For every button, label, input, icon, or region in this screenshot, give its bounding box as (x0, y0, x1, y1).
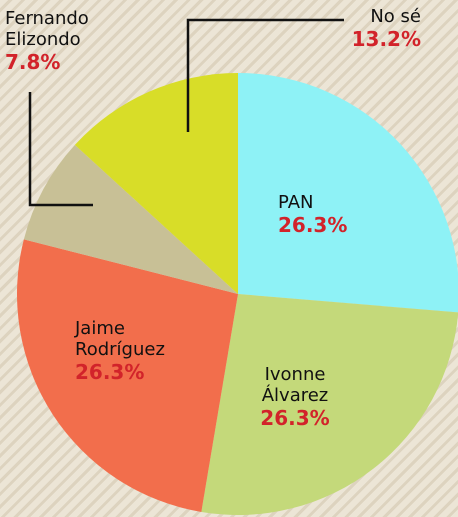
value-label: 26.3% (278, 213, 348, 237)
category-name: Ivonne Álvarez (261, 364, 329, 406)
pie-slice (74, 73, 239, 294)
value-label: 26.3% (260, 406, 330, 430)
value-label: 7.8% (5, 50, 61, 74)
category-name: PAN (278, 192, 314, 213)
pie-slice (23, 144, 239, 294)
slice-label: No sé 13.2% (300, 6, 421, 51)
value-label: 26.3% (75, 360, 145, 384)
slice-label: PAN 26.3% (278, 192, 398, 237)
slice-label: Jaime Rodríguez 26.3% (75, 318, 185, 384)
slices (17, 73, 458, 516)
value-label: 13.2% (351, 27, 421, 51)
pie-slice (17, 239, 238, 512)
category-name: No sé (370, 6, 421, 27)
slice-label: Ivonne Álvarez 26.3% (240, 364, 350, 430)
category-name: Fernando Elizondo (5, 8, 89, 50)
pie-slice (238, 73, 458, 313)
leader-line (186, 18, 344, 132)
slice-label: Fernando Elizondo 7.8% (5, 8, 105, 74)
category-name: Jaime Rodríguez (75, 318, 165, 360)
pie-slice (201, 294, 458, 516)
leader-line (28, 92, 93, 207)
